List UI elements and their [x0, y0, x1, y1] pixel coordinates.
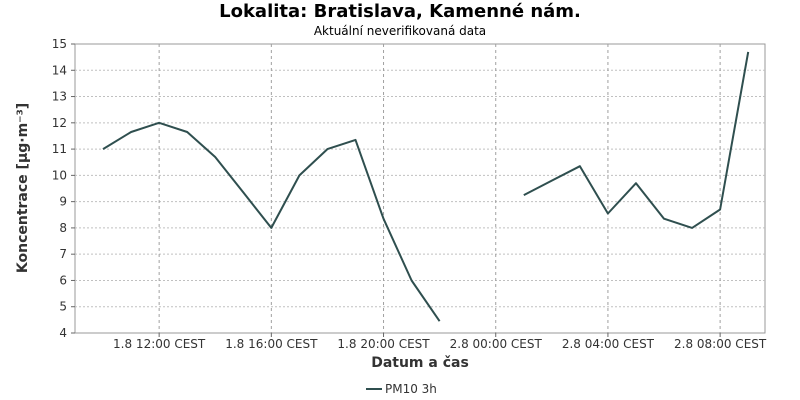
x-tick-label: 1.8 20:00 CEST [337, 337, 430, 351]
series-line [102, 121, 441, 322]
plot-area [74, 43, 766, 334]
y-tick-label: 9 [59, 195, 67, 209]
x-tick-label: 2.8 08:00 CEST [674, 337, 767, 351]
x-axis: 1.8 12:00 CEST 1.8 16:00 CEST 1.8 20:00 CE… [113, 333, 767, 351]
legend: PM10 3h [366, 382, 437, 396]
x-axis-title: Datum a čas [371, 355, 469, 371]
y-tick-label: 8 [59, 221, 67, 235]
chart-subtitle: Aktuální neverifikovaná data [313, 24, 487, 38]
y-tick-label: 10 [52, 168, 67, 182]
y-axis-title: Koncentrace [µg·m⁻³] [15, 103, 31, 273]
series-group [102, 51, 750, 322]
x-tick-label: 2.8 04:00 CEST [562, 337, 655, 351]
y-tick-label: 15 [52, 37, 67, 51]
y-axis: 4 5 6 7 8 9 10 11 12 13 14 15 [52, 37, 75, 340]
y-tick-label: 12 [52, 116, 67, 130]
x-tick-label: 1.8 16:00 CEST [225, 337, 318, 351]
y-tick-label: 11 [52, 142, 67, 156]
x-tick-label: 2.8 00:00 CEST [450, 337, 543, 351]
y-tick-label: 6 [59, 273, 67, 287]
grid-lines [75, 44, 765, 333]
y-tick-label: 13 [52, 90, 67, 104]
y-tick-label: 5 [59, 300, 67, 314]
legend-label: PM10 3h [385, 382, 437, 396]
x-tick-label: 1.8 12:00 CEST [113, 337, 206, 351]
y-tick-label: 4 [59, 326, 67, 340]
y-tick-label: 7 [59, 247, 67, 261]
series-line [523, 51, 750, 229]
y-tick-label: 14 [52, 63, 67, 77]
chart-title: Lokalita: Bratislava, Kamenné nám. [219, 1, 581, 22]
